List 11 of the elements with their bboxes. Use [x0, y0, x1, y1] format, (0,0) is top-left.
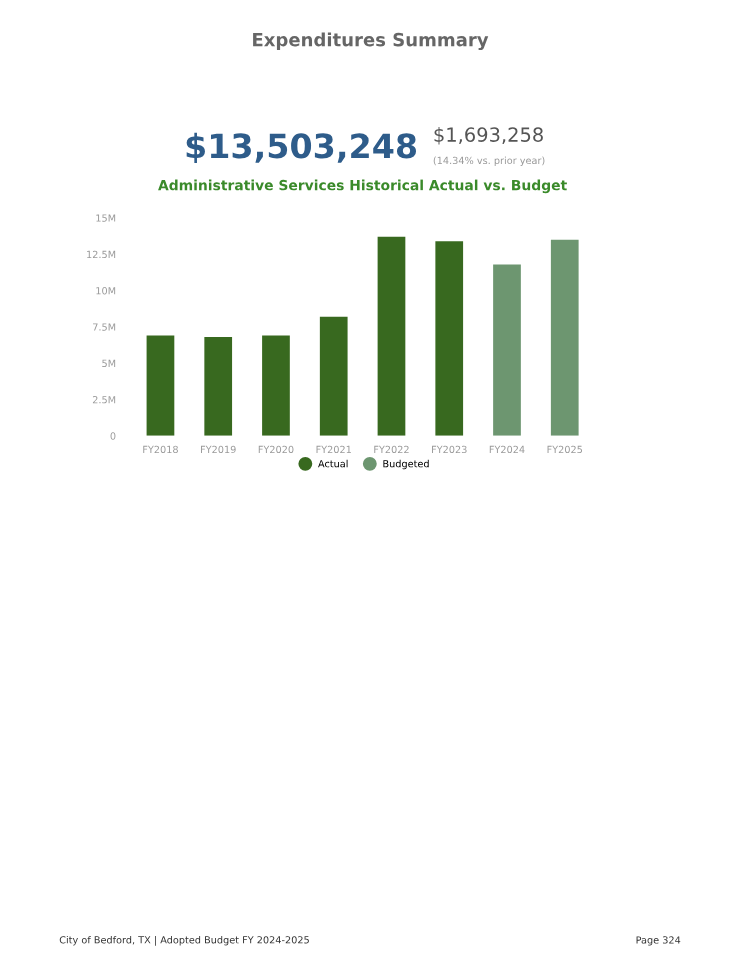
bar — [146, 335, 175, 436]
bar — [204, 337, 233, 436]
bar — [550, 239, 579, 436]
bar — [493, 264, 521, 436]
text: Expenditures Summary — [253, 32, 489, 51]
bar — [319, 316, 348, 436]
text: $13,503,248 — [186, 132, 417, 163]
bar — [435, 241, 464, 436]
bar — [377, 236, 406, 436]
text: $1,693,258 — [434, 126, 543, 145]
bar — [262, 335, 290, 436]
